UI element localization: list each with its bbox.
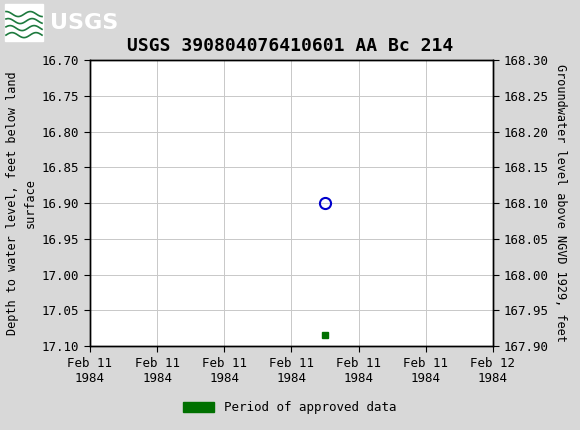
Bar: [5, 4, 43, 41]
Text: USGS 390804076410601 AA Bc 214: USGS 390804076410601 AA Bc 214: [127, 37, 453, 55]
Y-axis label: Groundwater level above NGVD 1929, feet: Groundwater level above NGVD 1929, feet: [554, 64, 567, 342]
Legend: Period of approved data: Period of approved data: [178, 396, 402, 419]
Y-axis label: Depth to water level, feet below land
surface: Depth to water level, feet below land su…: [6, 71, 37, 335]
Text: USGS: USGS: [50, 13, 118, 33]
